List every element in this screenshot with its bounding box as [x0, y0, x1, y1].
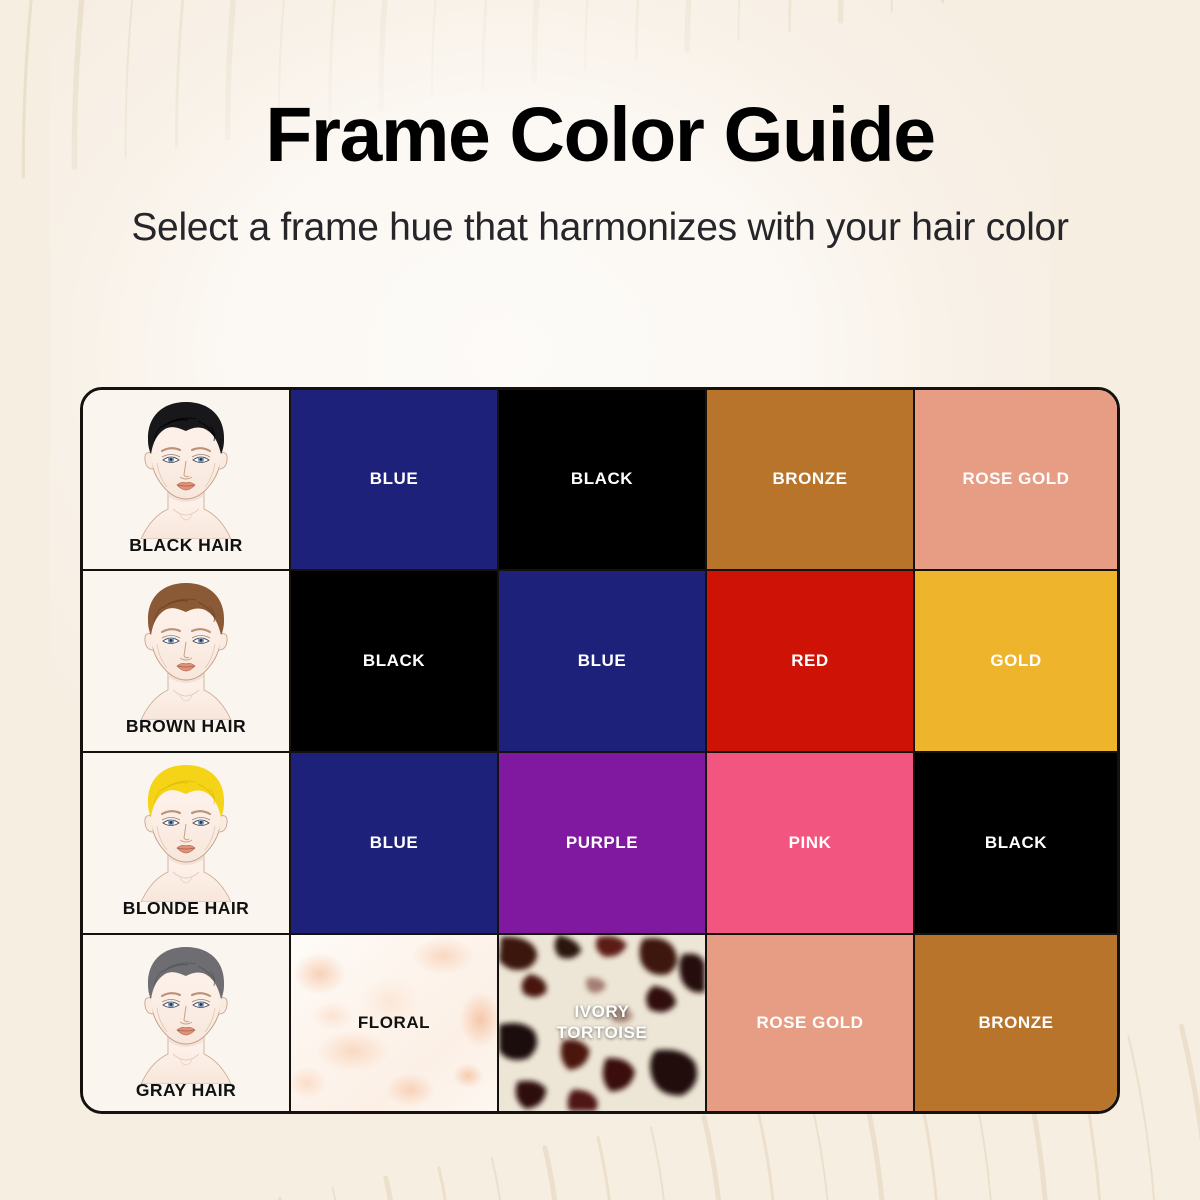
frame-color-swatch-ivory-tortoise[interactable]: IVORY TORTOISE: [499, 935, 707, 1111]
swatch-label: BRONZE: [772, 469, 848, 489]
swatch-label: GOLD: [990, 650, 1042, 670]
eye-right: [192, 1001, 210, 1008]
page-subtitle: Select a frame hue that harmonizes with …: [131, 205, 1069, 249]
frame-color-swatch-gold[interactable]: GOLD: [915, 571, 1117, 753]
swatch-label: BLUE: [369, 469, 419, 489]
eye-right: [192, 456, 210, 463]
eye-right: [192, 637, 210, 644]
color-guide-panel: BLACK HAIR BLUE BLACK BRONZE ROSE GOLD: [80, 387, 1120, 1114]
frame-color-swatch-pink[interactable]: PINK: [707, 753, 915, 935]
frame-color-swatch-black[interactable]: BLACK: [291, 571, 499, 753]
swatch-label: PINK: [788, 832, 832, 852]
swatch-label: ROSE GOLD: [756, 1012, 864, 1032]
swatch-label: PURPLE: [565, 832, 639, 852]
eye-right: [192, 819, 210, 826]
hair-type-cell-brown-hair: BROWN HAIR: [83, 571, 291, 753]
hair-shape: [147, 765, 225, 817]
eye-left: [162, 819, 180, 826]
swatch-label: FLORAL: [357, 1012, 431, 1032]
header: Frame Color Guide Select a frame hue tha…: [0, 96, 1200, 252]
frame-color-swatch-blue[interactable]: BLUE: [499, 571, 707, 753]
hair-shape: [147, 583, 225, 635]
hair-type-cell-gray-hair: GRAY HAIR: [83, 935, 291, 1111]
swatch-label: BLACK: [984, 832, 1048, 852]
face-illustration: [140, 583, 232, 720]
frame-color-swatch-rose-gold[interactable]: ROSE GOLD: [707, 935, 915, 1111]
swatch-label: IVORY TORTOISE: [556, 1002, 648, 1042]
swatch-label: ROSE GOLD: [962, 469, 1070, 489]
swatch-label: RED: [791, 650, 829, 670]
hair-type-label: BROWN HAIR: [125, 716, 247, 736]
frame-color-swatch-blue[interactable]: BLUE: [291, 390, 499, 571]
swatch-label: BLUE: [577, 650, 627, 670]
eye-left: [162, 456, 180, 463]
color-guide-grid: BLACK HAIR BLUE BLACK BRONZE ROSE GOLD: [83, 390, 1117, 1111]
hair-shape: [147, 947, 225, 999]
frame-color-swatch-black[interactable]: BLACK: [499, 390, 707, 571]
face-illustration: [140, 947, 232, 1084]
frame-color-swatch-red[interactable]: RED: [707, 571, 915, 753]
hair-type-label: GRAY HAIR: [135, 1080, 237, 1100]
eye-left: [162, 637, 180, 644]
swatch-label: BLACK: [362, 650, 426, 670]
hair-type-label: BLONDE HAIR: [122, 898, 250, 918]
eye-left: [162, 1001, 180, 1008]
tortoise-shell-texture: [499, 935, 705, 1111]
frame-color-swatch-bronze[interactable]: BRONZE: [707, 390, 915, 571]
face-illustration: [140, 765, 232, 902]
frame-color-swatch-rose-gold[interactable]: ROSE GOLD: [915, 390, 1117, 571]
hair-shape: [147, 402, 225, 454]
frame-color-swatch-floral[interactable]: FLORAL: [291, 935, 499, 1111]
swatch-label: BLACK: [570, 469, 634, 489]
page-title: Frame Color Guide: [265, 92, 936, 178]
frame-color-swatch-purple[interactable]: PURPLE: [499, 753, 707, 935]
hair-type-cell-blonde-hair: BLONDE HAIR: [83, 753, 291, 935]
frame-color-swatch-bronze[interactable]: BRONZE: [915, 935, 1117, 1111]
hair-type-cell-black-hair: BLACK HAIR: [83, 390, 291, 571]
frame-color-swatch-blue[interactable]: BLUE: [291, 753, 499, 935]
swatch-label: BRONZE: [978, 1012, 1054, 1032]
frame-color-swatch-black[interactable]: BLACK: [915, 753, 1117, 935]
swatch-label: BLUE: [369, 832, 419, 852]
face-illustration: [140, 402, 232, 539]
hair-type-label: BLACK HAIR: [129, 535, 243, 555]
